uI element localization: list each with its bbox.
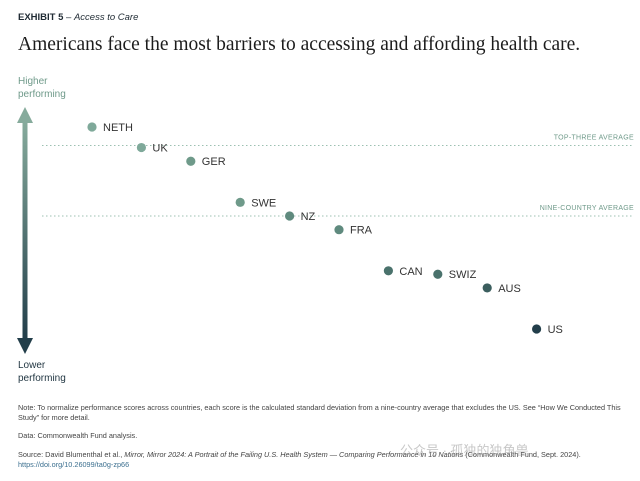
arrow-head-down — [17, 338, 33, 354]
source-title: Mirror, Mirror 2024: A Portrait of the F… — [124, 450, 464, 459]
exhibit-name: Access to Care — [73, 12, 139, 23]
data-point-fra — [334, 225, 344, 235]
higher-performing-label: Higher performing — [18, 76, 66, 101]
data-point-uk — [136, 142, 146, 153]
data-label-aus: AUS — [498, 283, 521, 295]
exhibit-dash: – — [63, 12, 74, 23]
data-point-can — [383, 266, 393, 276]
data-point-us — [532, 324, 542, 334]
reference-lines: TOP-THREE AVERAGE NINE-COUNTRY AVERAGE — [42, 134, 634, 217]
reference-line-label-0: TOP-THREE AVERAGE — [554, 134, 634, 141]
scatter-plot: TOP-THREE AVERAGE NINE-COUNTRY AVERAGE NE… — [17, 107, 634, 354]
arrow-head-up — [17, 107, 33, 123]
data-label-us: US — [548, 324, 563, 336]
higher-label-line2: performing — [18, 88, 66, 100]
data-label-neth: NETH — [103, 122, 133, 134]
lower-label-line1: Lower — [18, 360, 46, 371]
chart-note: Note: To normalize performance scores ac… — [18, 403, 621, 422]
watermark: 公众号 · 孤独的独角兽 — [400, 443, 529, 458]
data-point-swe — [235, 197, 245, 207]
data-point-aus — [482, 283, 492, 293]
performance-arrow — [17, 107, 33, 354]
data-point-swiz — [433, 269, 443, 279]
source-citation: Source: David Blumenthal et al., Mirror,… — [18, 450, 628, 470]
data-point-nz — [285, 211, 295, 221]
source-prefix: Source: David Blumenthal et al., — [18, 450, 125, 459]
data-label-nz: NZ — [301, 211, 316, 223]
data-label-ger: GER — [202, 156, 226, 168]
data-label-can: CAN — [399, 266, 422, 278]
arrow-shaft — [22, 122, 28, 339]
source-suffix: (Commonwealth Fund, Sept. 2024). — [463, 450, 581, 459]
higher-label-line1: Higher — [18, 76, 48, 87]
data-label-swe: SWE — [251, 197, 276, 209]
lower-label-line2: performing — [18, 372, 66, 384]
data-label-uk: UK — [152, 143, 168, 155]
data-points: NETH UK GER SWE NZ FRA CAN SWIZ AUS US — [87, 122, 563, 336]
exhibit-header: EXHIBIT 5 – Access to Care — [18, 12, 138, 23]
chart-title: Americans face the most barriers to acce… — [18, 34, 581, 55]
data-point-ger — [186, 156, 196, 166]
data-source: Data: Commonwealth Fund analysis. — [18, 431, 138, 440]
exhibit-number: EXHIBIT 5 — [18, 12, 64, 23]
data-label-fra: FRA — [350, 225, 373, 237]
data-point-neth — [87, 122, 97, 132]
lower-performing-label: Lower performing — [18, 360, 66, 385]
reference-line-label-1: NINE-COUNTRY AVERAGE — [540, 205, 634, 212]
data-label-swiz: SWIZ — [449, 269, 477, 281]
doi-link[interactable]: https://doi.org/10.26099/ta0g-zp66 — [18, 460, 130, 469]
